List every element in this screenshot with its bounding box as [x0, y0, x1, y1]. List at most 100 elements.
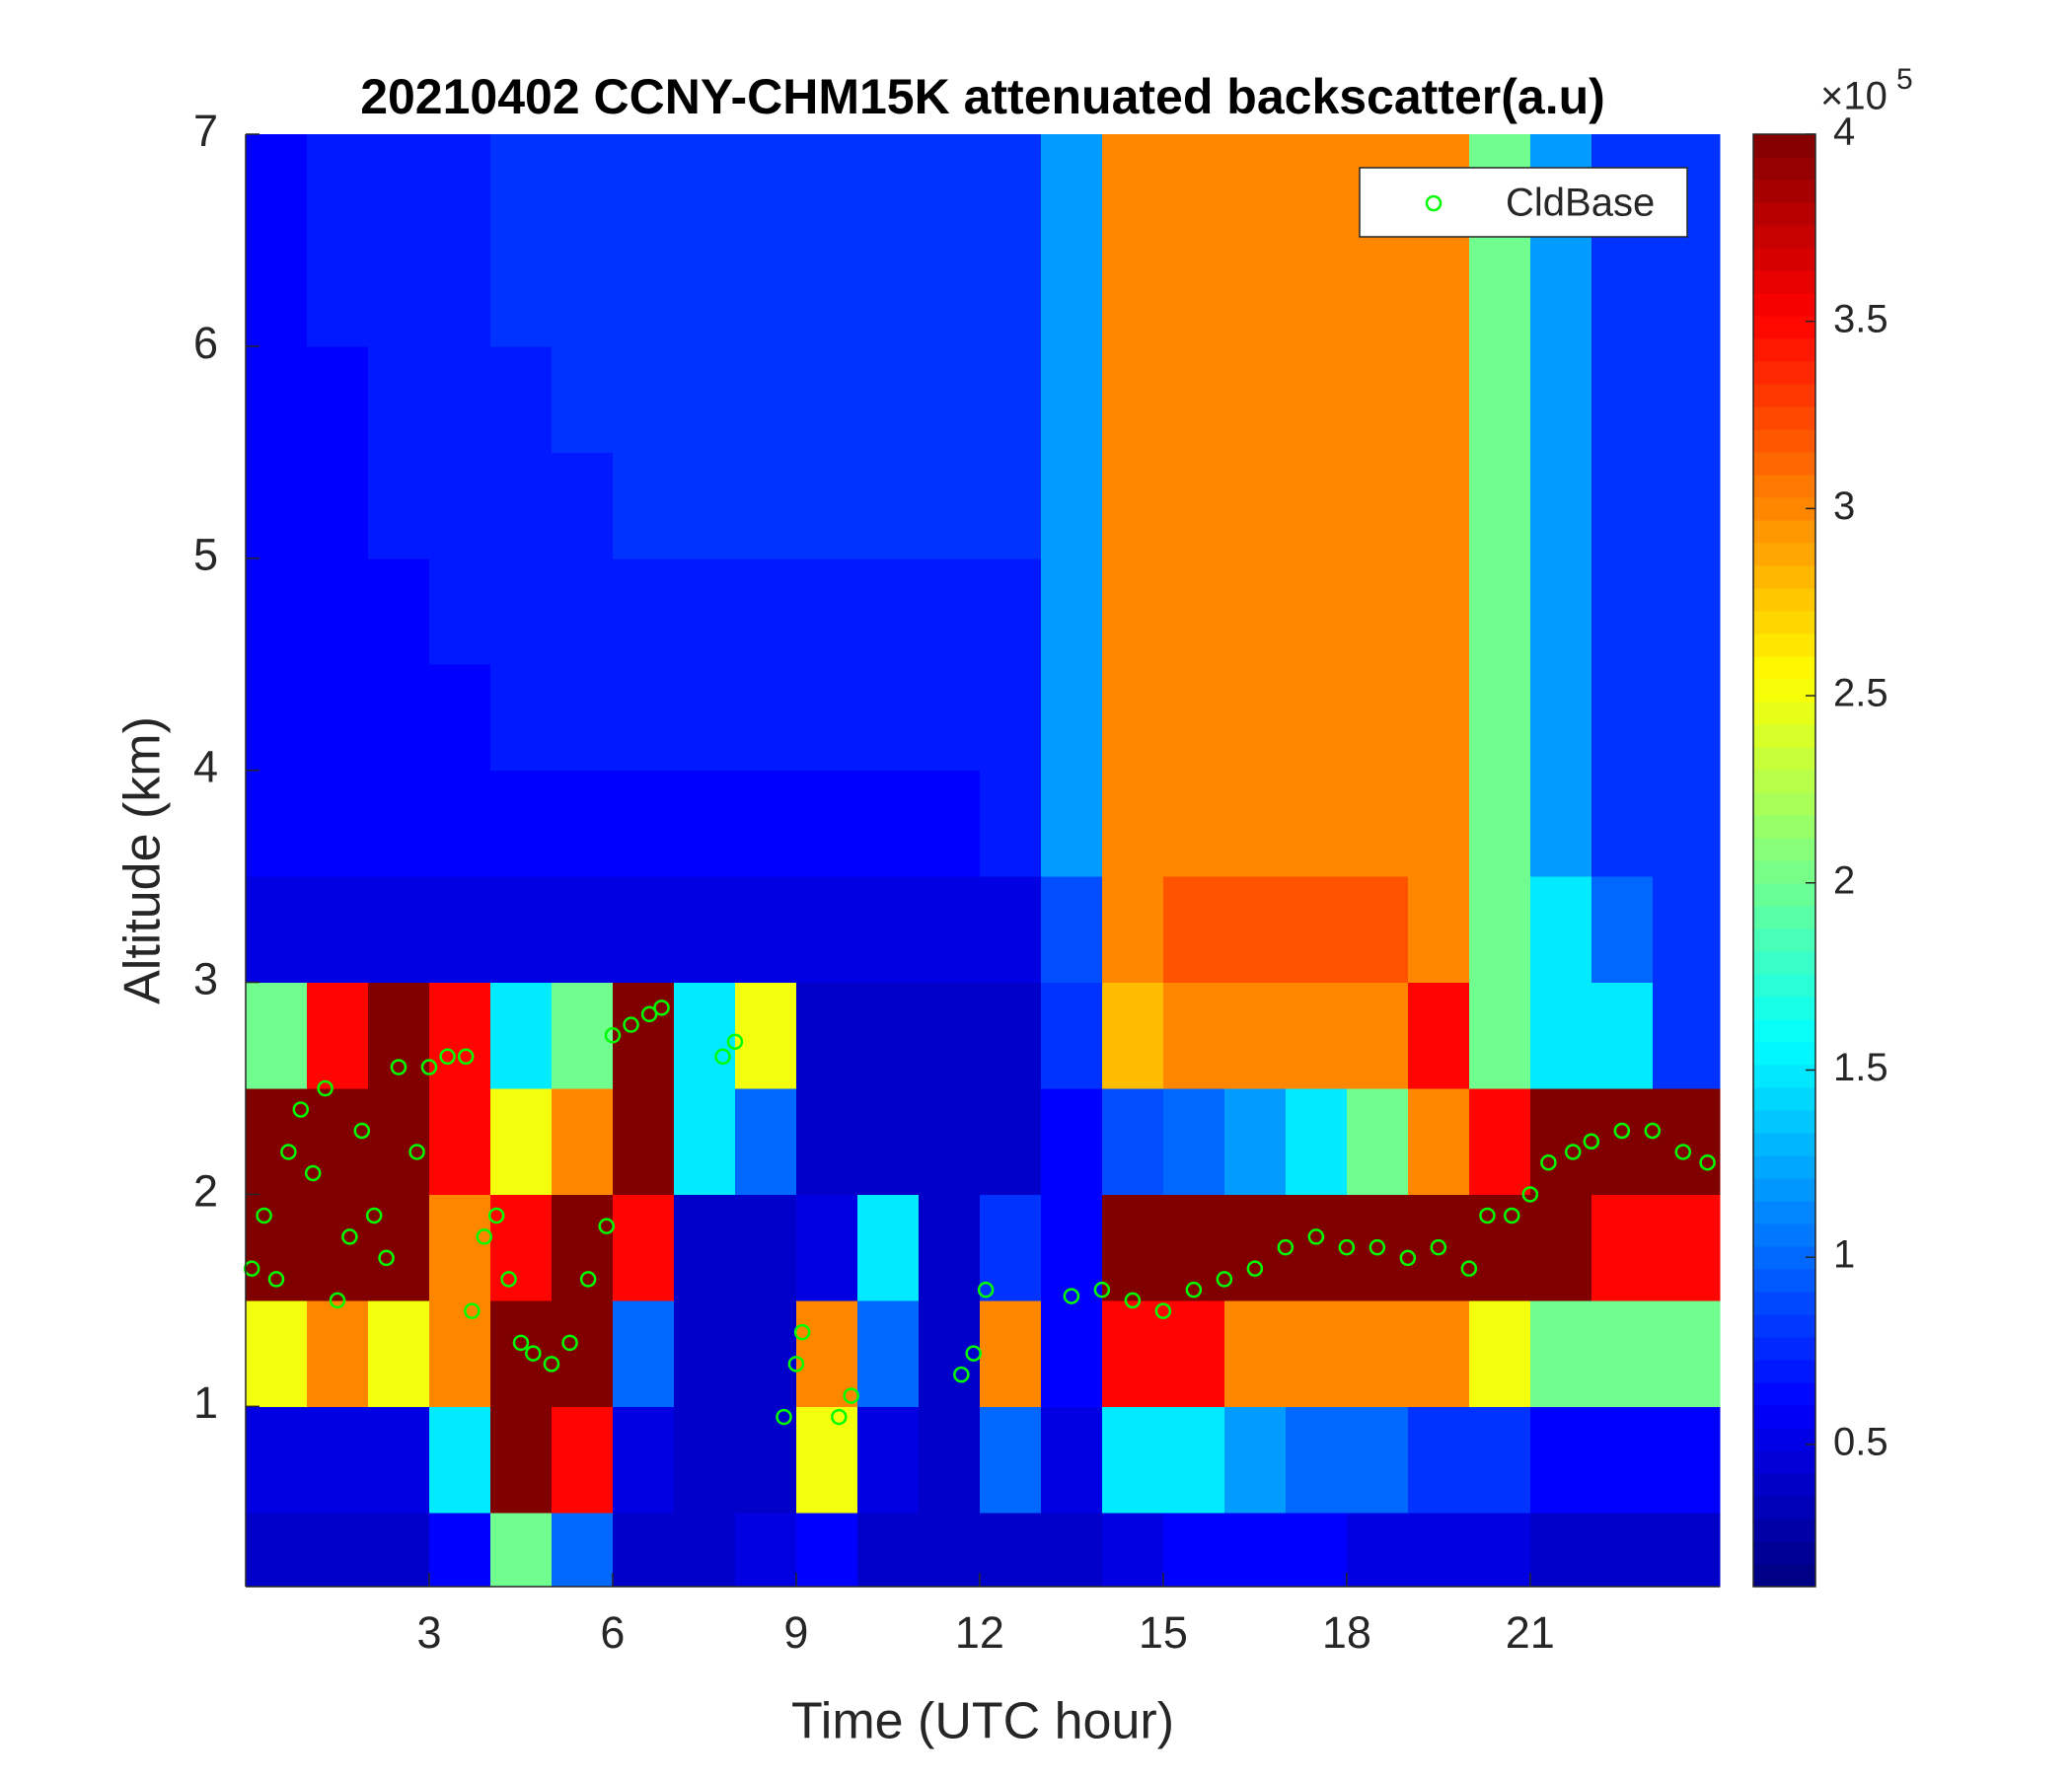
heatmap-cell — [1468, 1406, 1531, 1514]
heatmap-cell — [734, 452, 797, 559]
heatmap-cell — [1223, 452, 1287, 559]
heatmap-cell — [1652, 452, 1721, 559]
heatmap-cell — [612, 240, 675, 347]
heatmap-cell — [1101, 452, 1164, 559]
heatmap-cell — [1223, 1299, 1287, 1407]
heatmap-cell — [673, 1088, 736, 1195]
colorbar-segment — [1753, 565, 1815, 589]
heatmap-cell — [306, 876, 369, 984]
heatmap-cell — [1468, 1088, 1531, 1195]
heatmap-cell — [1529, 1088, 1592, 1195]
heatmap-cell — [1652, 982, 1721, 1089]
heatmap-cell — [1040, 1512, 1103, 1588]
heatmap-cell — [673, 1512, 736, 1588]
heatmap-cell — [1407, 557, 1470, 665]
heatmap-cell — [612, 557, 675, 665]
cloud-base-point — [1644, 1122, 1662, 1140]
x-tick-label: 12 — [955, 1607, 1004, 1658]
heatmap-cell — [1162, 240, 1225, 347]
colorbar-segment — [1753, 1246, 1815, 1270]
colorbar-segment — [1753, 384, 1815, 408]
cloud-base-point — [280, 1144, 297, 1160]
cloud-base-point — [390, 1059, 407, 1076]
heatmap-cell — [795, 1406, 858, 1514]
heatmap-cell — [673, 770, 736, 877]
heatmap-cell — [1223, 664, 1287, 772]
heatmap-cell — [856, 134, 920, 241]
heatmap-cell — [489, 770, 553, 877]
heatmap-cell — [1223, 982, 1287, 1089]
heatmap-cell — [1652, 770, 1721, 877]
colorbar-segment — [1753, 997, 1815, 1020]
cloud-base-point — [579, 1271, 597, 1288]
heatmap-cell — [918, 240, 981, 347]
heatmap-cell — [1040, 1406, 1103, 1514]
heatmap-cell — [1040, 770, 1103, 877]
cloud-base-point — [1124, 1292, 1142, 1309]
heatmap-cell — [1529, 240, 1592, 347]
colorbar-segment — [1753, 543, 1815, 566]
heatmap-cell — [1652, 1088, 1721, 1195]
heatmap-cell — [1529, 876, 1592, 984]
heatmap-cell — [1162, 982, 1225, 1089]
heatmap-cell — [1529, 982, 1592, 1089]
heatmap-cell — [918, 1194, 981, 1301]
heatmap-cell — [918, 664, 981, 772]
cloud-base-point — [977, 1281, 995, 1299]
colorbar-segment — [1753, 611, 1815, 634]
colorbar-segment — [1753, 475, 1815, 498]
colorbar-segment — [1753, 1428, 1815, 1451]
colorbar-segment — [1753, 906, 1815, 929]
heatmap-cell — [246, 452, 308, 559]
heatmap-cell — [1591, 452, 1654, 559]
heatmap-cell — [551, 452, 614, 559]
y-tick-label: 2 — [193, 1165, 218, 1216]
heatmap-cell — [1285, 876, 1348, 984]
cloud-base-point — [353, 1122, 371, 1140]
heatmap-cell — [1346, 240, 1409, 347]
colorbar-segment — [1753, 134, 1815, 158]
heatmap-cell — [1529, 452, 1592, 559]
cloud-base-point — [1479, 1207, 1496, 1224]
colorbar-segment — [1753, 1382, 1815, 1406]
x-axis-label: Time (UTC hour) — [791, 1693, 1174, 1750]
heatmap-cell — [1407, 1299, 1470, 1407]
colorbar-segment — [1753, 361, 1815, 385]
heatmap-cell — [1223, 240, 1287, 347]
heatmap-cell — [1591, 557, 1654, 665]
heatmap-cell — [306, 345, 369, 453]
heatmap-cell — [367, 452, 430, 559]
colorbar-segment — [1753, 1224, 1815, 1247]
heatmap-cell — [856, 664, 920, 772]
heatmap-cell — [367, 876, 430, 984]
heatmap-cell — [367, 134, 430, 241]
heatmap-cell — [1101, 876, 1164, 984]
heatmap-cell — [1591, 664, 1654, 772]
colorbar-segment — [1753, 815, 1815, 839]
heatmap-cell — [1040, 452, 1103, 559]
heatmap-cell — [734, 1088, 797, 1195]
heatmap-cell — [428, 1512, 491, 1588]
heatmap-cell — [246, 1299, 308, 1407]
colorbar-segment — [1753, 792, 1815, 816]
heatmap-cell — [795, 1299, 858, 1407]
heatmap-cell — [1285, 1194, 1348, 1301]
heatmap-cell — [1346, 876, 1409, 984]
heatmap-cell — [979, 452, 1042, 559]
colorbar-segment — [1753, 1133, 1815, 1156]
heatmap-cell — [795, 452, 858, 559]
heatmap-cell — [551, 1406, 614, 1514]
colorbar-segment — [1753, 270, 1815, 294]
heatmap-cell — [856, 1194, 920, 1301]
cloud-base-point — [500, 1271, 517, 1288]
heatmap-cell — [306, 770, 369, 877]
heatmap-cell — [489, 452, 553, 559]
heatmap-cell — [612, 1512, 675, 1588]
heatmap-cell — [856, 240, 920, 347]
heatmap-cell — [612, 134, 675, 241]
heatmap-cell — [1346, 452, 1409, 559]
cloud-base-point — [292, 1101, 310, 1118]
heatmap-cell — [1407, 240, 1470, 347]
heatmap-cell — [1346, 1194, 1409, 1301]
heatmap-cell — [1529, 1299, 1592, 1407]
